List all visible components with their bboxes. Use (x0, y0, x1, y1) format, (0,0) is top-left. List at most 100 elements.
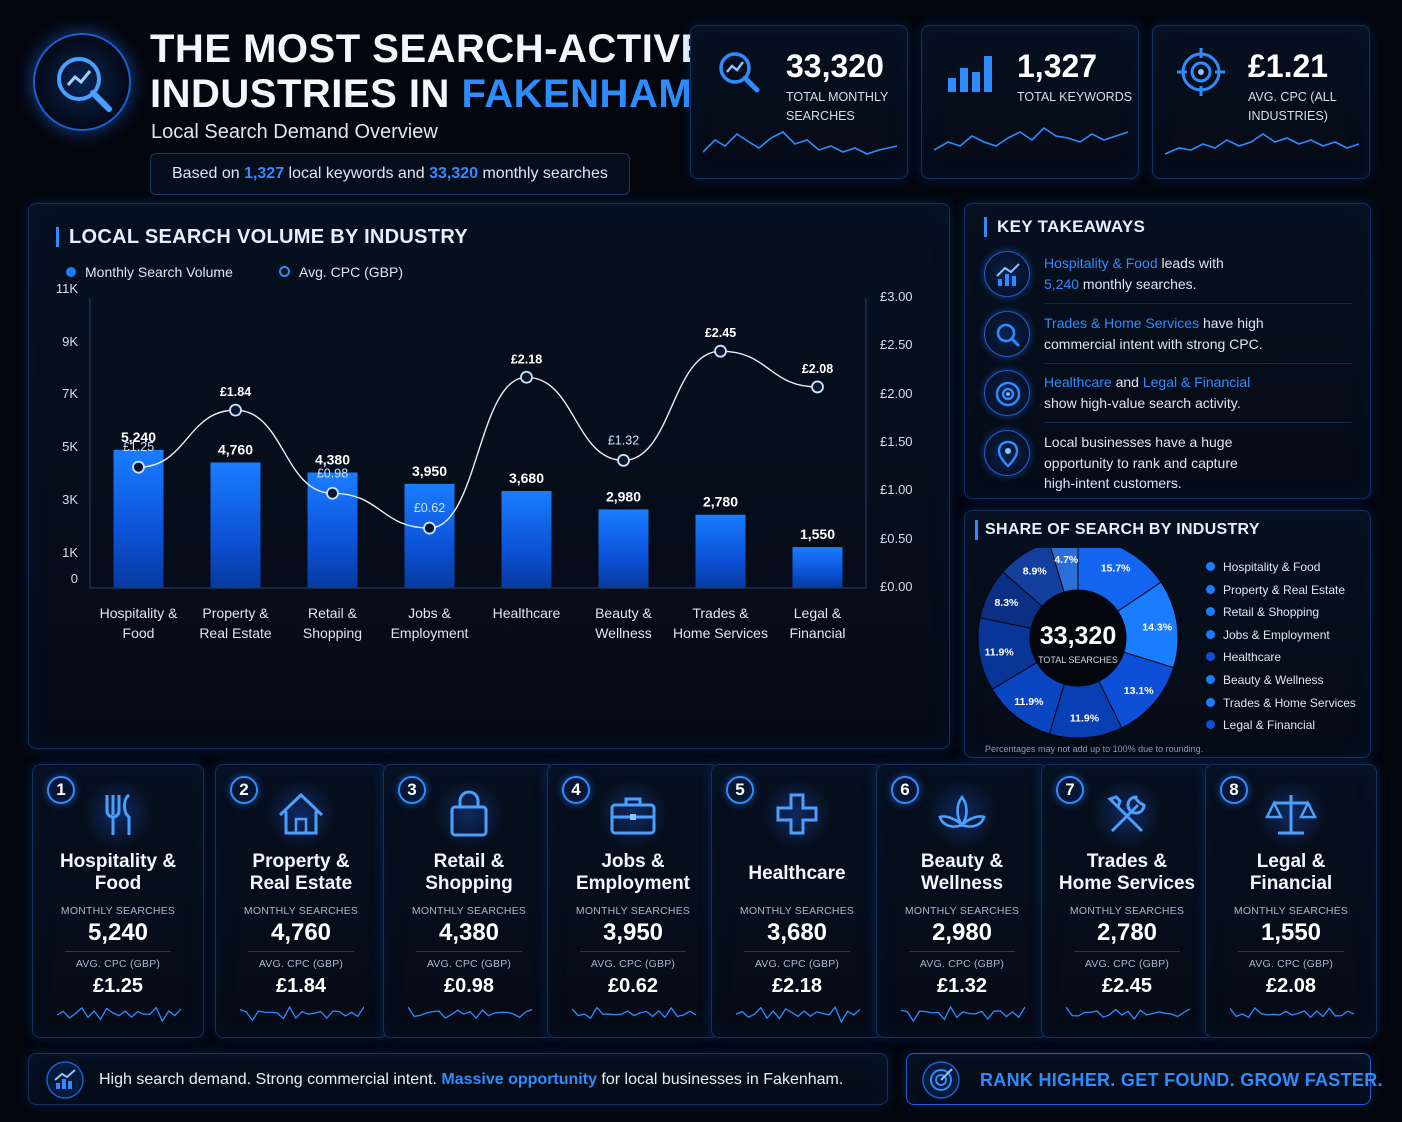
share-donut-chart: 15.7% 14.3% 13.1% 11.9% 11.9% 11.9% 8.3% 8.9% 4.… (977, 548, 1179, 739)
sparkline (934, 126, 1128, 151)
y-tick-right: £2.50 (880, 337, 913, 353)
page-title-prefix: INDUSTRIES IN (150, 72, 462, 116)
category-label: Healthcare (492, 605, 561, 621)
target-icon (995, 381, 1021, 407)
stat-value: £1.21 (1248, 48, 1329, 84)
bar (404, 483, 455, 588)
card-industry-name: Property & Real Estate (249, 851, 353, 894)
y-tick-left: 5K (62, 439, 78, 455)
cpc-value-label: £2.08 (802, 362, 833, 376)
card-industry-name: Legal & Financial (1249, 851, 1333, 894)
card-searches-label: MONTHLY SEARCHES (904, 905, 1020, 917)
card-icon-wrap (434, 779, 504, 849)
donut-slice-label: 11.9% (985, 646, 1015, 658)
donut-slice-label: 11.9% (1014, 696, 1044, 708)
takeaway-divider (1044, 303, 1352, 304)
legend-dot (279, 266, 290, 277)
card-searches-label: MONTHLY SEARCHES (575, 905, 691, 917)
bar (210, 462, 261, 588)
card-searches-label: MONTHLY SEARCHES (739, 905, 855, 917)
footer-text-part: for local businesses in Fakenham. (596, 1071, 844, 1088)
card-searches-value: 2,980 (931, 919, 993, 946)
search-icon (996, 323, 1020, 347)
donut-slice-label: 11.9% (1070, 713, 1100, 725)
basis-searches: 33,320 (429, 165, 479, 182)
card-searches-value: 3,680 (766, 919, 828, 946)
legend-dot (1206, 607, 1215, 617)
donut-slice-label: 14.3% (1142, 621, 1172, 633)
cpc-value-label: £0.62 (414, 501, 445, 515)
cpc-point (132, 460, 145, 474)
page-subtitle: Local Search Demand Overview (151, 121, 438, 143)
takeaway-text: Healthcare and Legal & Financial show hi… (1044, 372, 1344, 413)
card-searches-value: 4,760 (270, 919, 332, 946)
y-tick-right: £1.50 (880, 434, 913, 449)
legend-dot (1206, 652, 1215, 662)
footer-cta: RANK HIGHER. GET FOUND. GROW FASTER. (906, 1053, 1383, 1105)
scales-icon (1264, 795, 1318, 835)
basis-suffix: monthly searches (478, 165, 608, 182)
donut-slice-label: 4.7% (1054, 554, 1079, 566)
takeaway-text-part: have high (1199, 315, 1264, 331)
card-divider (909, 951, 1015, 952)
category-label: Property & Real Estate (199, 605, 272, 641)
stat-card-searches: 33,320 TOTAL MONTHLY SEARCHES (690, 25, 908, 179)
takeaway-highlight: Hospitality & Food (1044, 255, 1158, 271)
industry-card: 1 Hospitality & Food MONTHLY SEARCHES 5,240 A… (32, 764, 204, 1038)
card-divider (248, 951, 354, 952)
donut-total: 33,320 (1039, 622, 1117, 650)
donut-slice (1050, 548, 1079, 593)
share-title: SHARE OF SEARCH BY INDUSTRY (975, 520, 1260, 540)
card-divider (65, 951, 171, 952)
cpc-point (229, 403, 242, 417)
industry-card: 8 Legal & Financial MONTHLY SEARCHES 1,550 AV… (1205, 764, 1377, 1038)
legend-dot (1206, 697, 1215, 707)
card-divider (580, 951, 686, 952)
cpc-value-label: £2.18 (511, 352, 542, 366)
card-icon-wrap (927, 779, 997, 849)
donut-slice-label: 8.3% (994, 597, 1019, 609)
house-icon (278, 792, 324, 835)
cpc-point (811, 380, 824, 394)
card-industry-name: Healthcare (748, 863, 846, 884)
legend-dot (66, 267, 76, 277)
card-searches-value: 2,780 (1096, 919, 1158, 946)
share-legend-item: Retail & Shopping (1206, 605, 1319, 619)
card-cpc-value: £1.32 (936, 975, 988, 997)
stat-value: 33,320 (786, 48, 884, 84)
category-label: Trades & Home Services (673, 605, 768, 641)
share-legend-item: Legal & Financial (1206, 718, 1315, 732)
takeaways-panel (964, 203, 1371, 499)
header-logo (33, 33, 131, 131)
cpc-point (326, 486, 339, 500)
briefcase-icon (610, 797, 656, 835)
bar-chart-icon (948, 56, 992, 92)
takeaway-highlight: Legal & Financial (1142, 374, 1251, 390)
trend-up-icon (46, 1061, 84, 1099)
cpc-point (520, 370, 533, 384)
bar-value-label: 2,980 (606, 488, 641, 504)
footer-text: High search demand. Strong commercial in… (99, 1071, 843, 1089)
card-rank-badge: 3 (398, 776, 426, 804)
search-chart-icon (719, 52, 760, 93)
card-searches-value: 4,380 (438, 919, 500, 946)
industry-card: 2 Property & Real Estate MONTHLY SEARCHES 4,… (215, 764, 387, 1038)
share-legend-item: Property & Real Estate (1206, 583, 1345, 597)
card-searches-label: MONTHLY SEARCHES (1069, 905, 1185, 917)
bar-value-label: 2,780 (703, 494, 738, 510)
card-cpc-label: AVG. CPC (GBP) (590, 958, 676, 970)
card-rank-badge: 6 (891, 776, 919, 804)
stat-card-cpc: £1.21 AVG. CPC (ALL INDUSTRIES) (1152, 25, 1370, 179)
share-legend-item: Beauty & Wellness (1206, 673, 1324, 687)
card-cpc-label: AVG. CPC (GBP) (426, 958, 512, 970)
sparkline (1066, 1006, 1190, 1021)
card-cpc-value: £0.98 (443, 975, 495, 997)
share-legend-item: Jobs & Employment (1206, 628, 1330, 642)
card-cpc-label: AVG. CPC (GBP) (919, 958, 1005, 970)
card-cpc-label: AVG. CPC (GBP) (1084, 958, 1170, 970)
legend-dot (1206, 562, 1215, 571)
industry-card: 3 Retail & Shopping MONTHLY SEARCHES 4,380 AV… (383, 764, 555, 1038)
medical-cross-icon (776, 793, 818, 835)
search-chart-icon (57, 57, 112, 112)
donut-slice-label: 13.1% (1124, 685, 1154, 697)
